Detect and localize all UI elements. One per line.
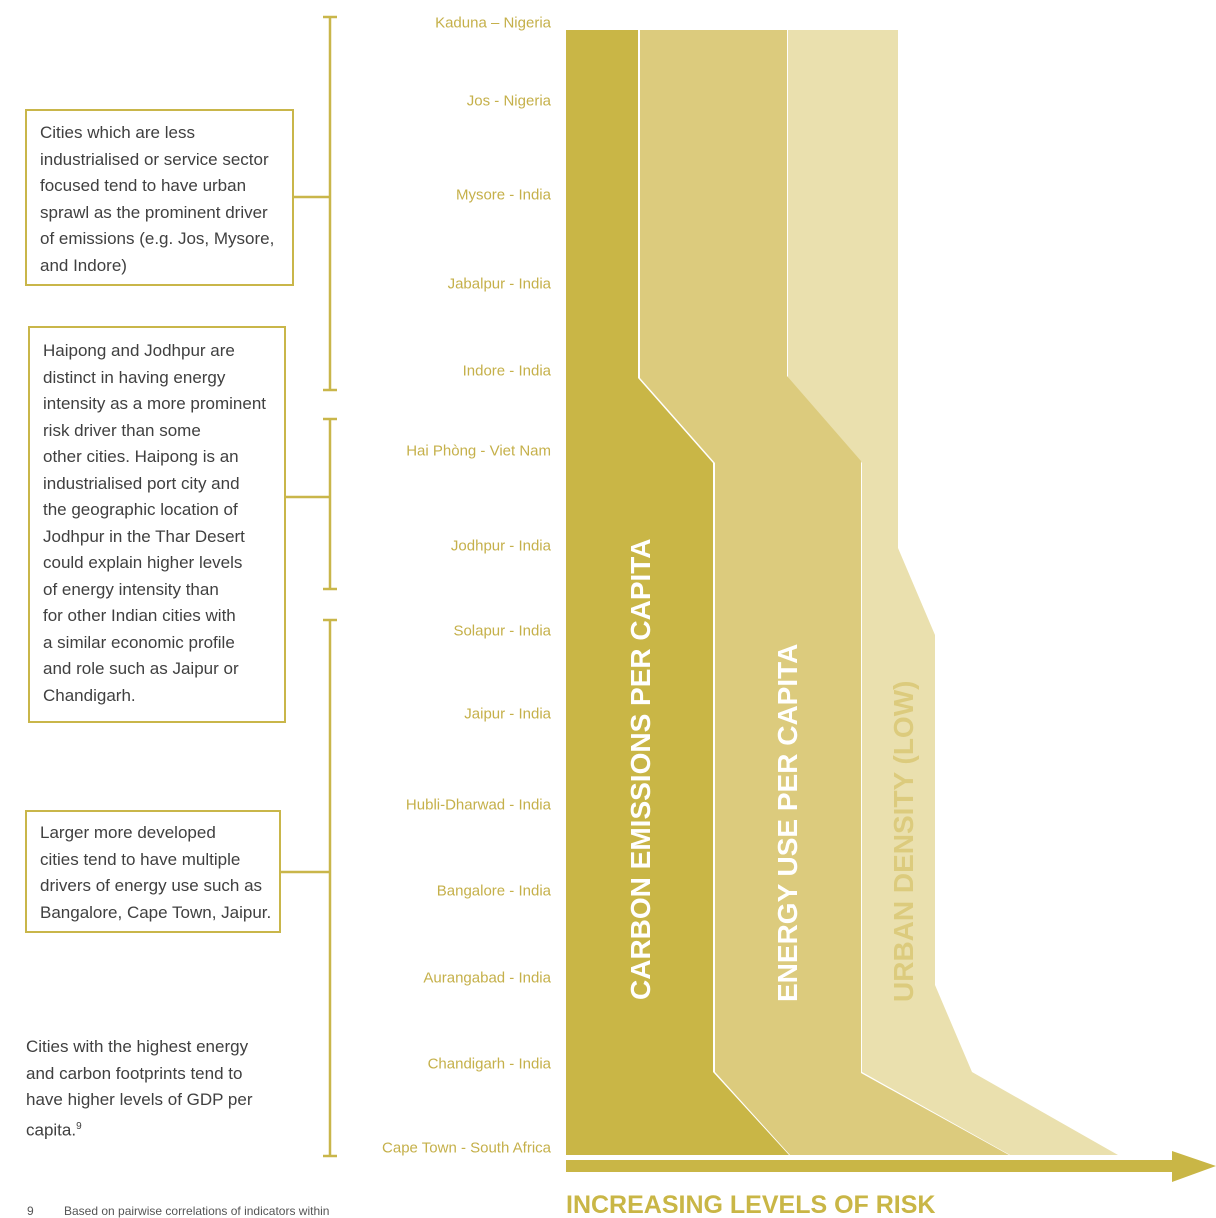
note-line-text: capita. bbox=[26, 1120, 77, 1140]
footnote-marker: 9 bbox=[76, 1120, 82, 1132]
city-label: Jodhpur - India bbox=[450, 537, 551, 555]
city-label: Jabalpur - India bbox=[447, 275, 551, 293]
city-label: Hubli-Dharwad - India bbox=[405, 796, 551, 814]
note-line: capita.9 bbox=[26, 1114, 296, 1144]
city-label: Kaduna – Nigeria bbox=[435, 14, 551, 32]
note-line: of emissions (e.g. Jos, Mysore, bbox=[40, 229, 275, 248]
note-developed-cities: Larger more developed cities tend to hav… bbox=[25, 810, 281, 933]
bracket-middle bbox=[285, 417, 337, 591]
city-label: Solapur - India bbox=[453, 622, 551, 640]
note-line: and Indore) bbox=[40, 255, 127, 275]
note-line: Larger more developed bbox=[40, 823, 216, 842]
note-line: cities tend to have multiple bbox=[40, 849, 241, 869]
note-line: for other Indian cities with bbox=[43, 606, 236, 625]
footnote-number: 9 bbox=[27, 1204, 34, 1218]
carbon-emissions-label: CARBON EMISSIONS PER CAPITA bbox=[625, 538, 656, 1000]
city-label: Mysore - India bbox=[455, 186, 551, 204]
note-line: distinct in having energy bbox=[43, 367, 226, 387]
note-line: other cities. Haipong is an bbox=[43, 447, 239, 466]
note-line: risk driver than some bbox=[43, 420, 201, 440]
energy-use-band bbox=[640, 30, 1009, 1155]
urban-density-band bbox=[788, 30, 1118, 1155]
note-gdp: Cities with the highest energy and carbo… bbox=[26, 1034, 296, 1144]
footnote-text: Based on pairwise correlations of indica… bbox=[64, 1204, 330, 1218]
note-line: Jodhpur in the Thar Desert bbox=[43, 526, 245, 546]
city-label: Indore - India bbox=[462, 362, 551, 380]
city-label: Cape Town - South Africa bbox=[382, 1139, 551, 1157]
risk-arrow bbox=[566, 1151, 1216, 1182]
note-line: drivers of energy use such as bbox=[40, 876, 263, 895]
footnote: 9 Based on pairwise correlations of indic… bbox=[27, 1204, 329, 1218]
note-line: and carbon footprints tend to bbox=[26, 1063, 243, 1083]
note-line: Chandigarh. bbox=[43, 685, 136, 705]
carbon-emissions-band bbox=[566, 30, 789, 1155]
city-label: Jaipur - India bbox=[464, 705, 551, 723]
urban-density-label: URBAN DENSITY (LOW) bbox=[888, 681, 919, 1002]
city-label: Hai Phòng - Viet Nam bbox=[406, 442, 551, 460]
note-line: could explain higher levels bbox=[43, 553, 243, 572]
city-label: Chandigarh - India bbox=[427, 1055, 551, 1073]
note-line: of energy intensity than bbox=[43, 579, 219, 599]
note-line: a similar economic profile bbox=[43, 632, 235, 652]
energy-use-label: ENERGY USE PER CAPITA bbox=[772, 644, 803, 1002]
note-line: Cities which are less bbox=[40, 123, 195, 142]
note-line: sprawl as the prominent driver bbox=[40, 202, 268, 222]
note-urban-sprawl: Cities which are less industrialised or … bbox=[25, 109, 294, 286]
note-line: industrialised port city and bbox=[43, 473, 240, 493]
note-line: have higher levels of GDP per bbox=[26, 1090, 253, 1109]
note-line: Cities with the highest energy bbox=[26, 1037, 249, 1056]
note-line: and role such as Jaipur or bbox=[43, 659, 239, 678]
city-label: Aurangabad - India bbox=[423, 969, 551, 987]
note-line: the geographic location of bbox=[43, 500, 238, 519]
risk-axis-label: INCREASING LEVELS OF RISK bbox=[566, 1191, 935, 1217]
city-label: Jos - Nigeria bbox=[466, 92, 551, 110]
bracket-top bbox=[293, 15, 337, 392]
note-line: focused tend to have urban bbox=[40, 176, 247, 195]
note-line: intensity as a more prominent bbox=[43, 394, 266, 413]
note-energy-intensity: Haipong and Jodhpur are distinct in havi… bbox=[28, 326, 286, 723]
city-label: Bangalore - India bbox=[436, 882, 551, 900]
bracket-bottom bbox=[280, 618, 337, 1158]
note-line: Bangalore, Cape Town, Jaipur. bbox=[40, 902, 272, 922]
note-line: Haipong and Jodhpur are bbox=[43, 341, 235, 360]
note-line: industrialised or service sector bbox=[40, 149, 269, 169]
